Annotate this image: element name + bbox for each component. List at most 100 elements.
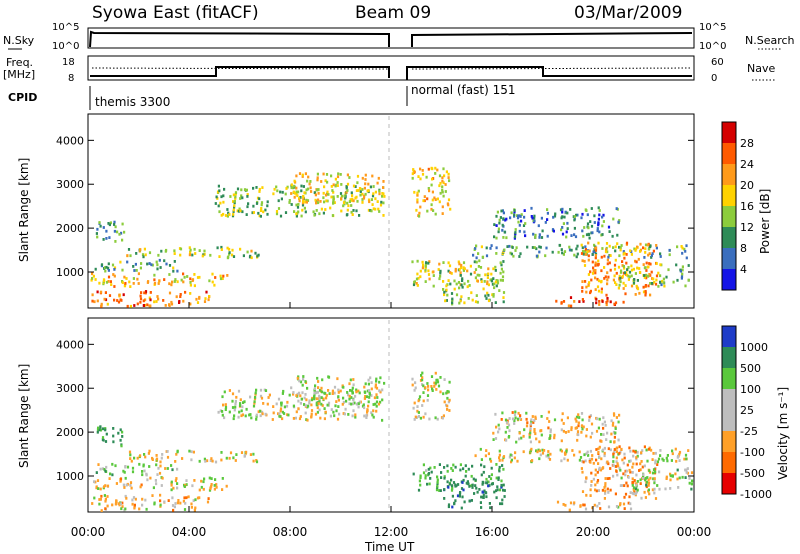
data-cell: [644, 247, 647, 251]
data-cell: [666, 454, 669, 457]
data-cell: [451, 487, 454, 490]
data-cell: [298, 197, 301, 200]
data-cell: [581, 470, 584, 474]
data-cell: [479, 266, 483, 269]
data-cell: [139, 266, 142, 270]
data-cell: [259, 394, 263, 398]
data-cell: [224, 408, 227, 411]
data-cell: [281, 392, 284, 395]
data-cell: [553, 418, 557, 422]
data-cell: [590, 224, 594, 228]
data-cell: [679, 269, 682, 273]
data-cell: [111, 263, 115, 267]
data-cell: [186, 275, 189, 278]
data-cell: [458, 494, 461, 498]
data-cell: [245, 407, 248, 411]
data-cell: [158, 258, 161, 262]
data-cell: [171, 280, 174, 284]
data-cell: [632, 281, 636, 284]
data-cell: [372, 409, 375, 413]
data-cell: [498, 289, 501, 292]
data-cell: [652, 249, 655, 253]
data-cell: [358, 391, 361, 395]
data-cell: [172, 266, 175, 270]
data-cell: [351, 391, 354, 395]
data-cell: [655, 278, 658, 282]
data-cell: [676, 245, 679, 249]
data-cell: [510, 460, 513, 464]
colorbar-segment: [722, 452, 736, 474]
nsky-trace: [89, 30, 693, 48]
data-cell: [162, 299, 165, 302]
data-cell: [118, 293, 121, 297]
data-cell: [374, 385, 377, 389]
data-cell: [455, 293, 459, 297]
data-cell: [322, 172, 325, 176]
data-cell: [176, 467, 179, 471]
data-cell: [220, 195, 223, 199]
data-cell: [493, 282, 496, 286]
data-cell: [153, 278, 156, 282]
data-cell: [447, 390, 450, 394]
data-cell: [590, 207, 593, 210]
data-cell: [342, 412, 345, 415]
data-cell: [466, 269, 469, 273]
data-cell: [155, 454, 158, 457]
data-cell: [316, 406, 319, 410]
data-cell: [577, 433, 580, 437]
data-cell: [179, 293, 182, 296]
data-cell: [113, 268, 116, 271]
data-cell: [241, 196, 244, 200]
data-cell: [113, 220, 116, 224]
data-cell: [654, 497, 658, 500]
data-cell: [226, 246, 229, 250]
data-cell: [624, 292, 627, 296]
data-cell: [333, 391, 336, 395]
data-cell: [489, 506, 492, 510]
data-cell: [594, 483, 597, 487]
data-cell: [416, 405, 419, 408]
data-cell: [597, 259, 600, 263]
data-cell: [113, 229, 116, 233]
data-cell: [240, 409, 243, 413]
data-cell: [222, 200, 225, 204]
data-cell: [320, 386, 323, 390]
data-cell: [260, 203, 263, 207]
data-cell: [635, 260, 638, 264]
data-cell: [655, 244, 658, 247]
data-cell: [136, 302, 139, 306]
data-cell: [170, 283, 173, 287]
data-cell: [298, 172, 302, 175]
data-cell: [96, 299, 99, 303]
data-cell: [496, 281, 500, 285]
data-cell: [297, 375, 300, 379]
data-cell: [513, 235, 517, 239]
data-cell: [615, 271, 618, 275]
data-cell: [540, 216, 543, 220]
data-cell: [103, 297, 106, 301]
data-cell: [332, 201, 335, 204]
data-cell: [532, 232, 535, 236]
data-cell: [261, 412, 264, 416]
data-cell: [293, 184, 296, 188]
data-cell: [531, 216, 534, 220]
data-cell: [348, 402, 351, 406]
data-cell: [445, 284, 448, 288]
data-cell: [638, 270, 642, 274]
colorbar-frame: [721, 325, 737, 495]
data-cell: [133, 304, 136, 307]
data-cell: [495, 425, 498, 429]
data-cell: [126, 254, 129, 257]
data-cell: [594, 468, 597, 472]
data-cell: [524, 234, 527, 238]
data-cell: [621, 458, 624, 462]
data-cell: [142, 463, 145, 467]
data-cell: [628, 275, 631, 279]
data-cell: [264, 389, 268, 392]
data-cell: [576, 438, 579, 442]
data-cell: [97, 463, 100, 466]
data-cell: [98, 498, 101, 501]
freq-unit: [MHz]: [3, 68, 35, 81]
data-cell: [367, 382, 370, 386]
data-cell: [337, 405, 340, 408]
